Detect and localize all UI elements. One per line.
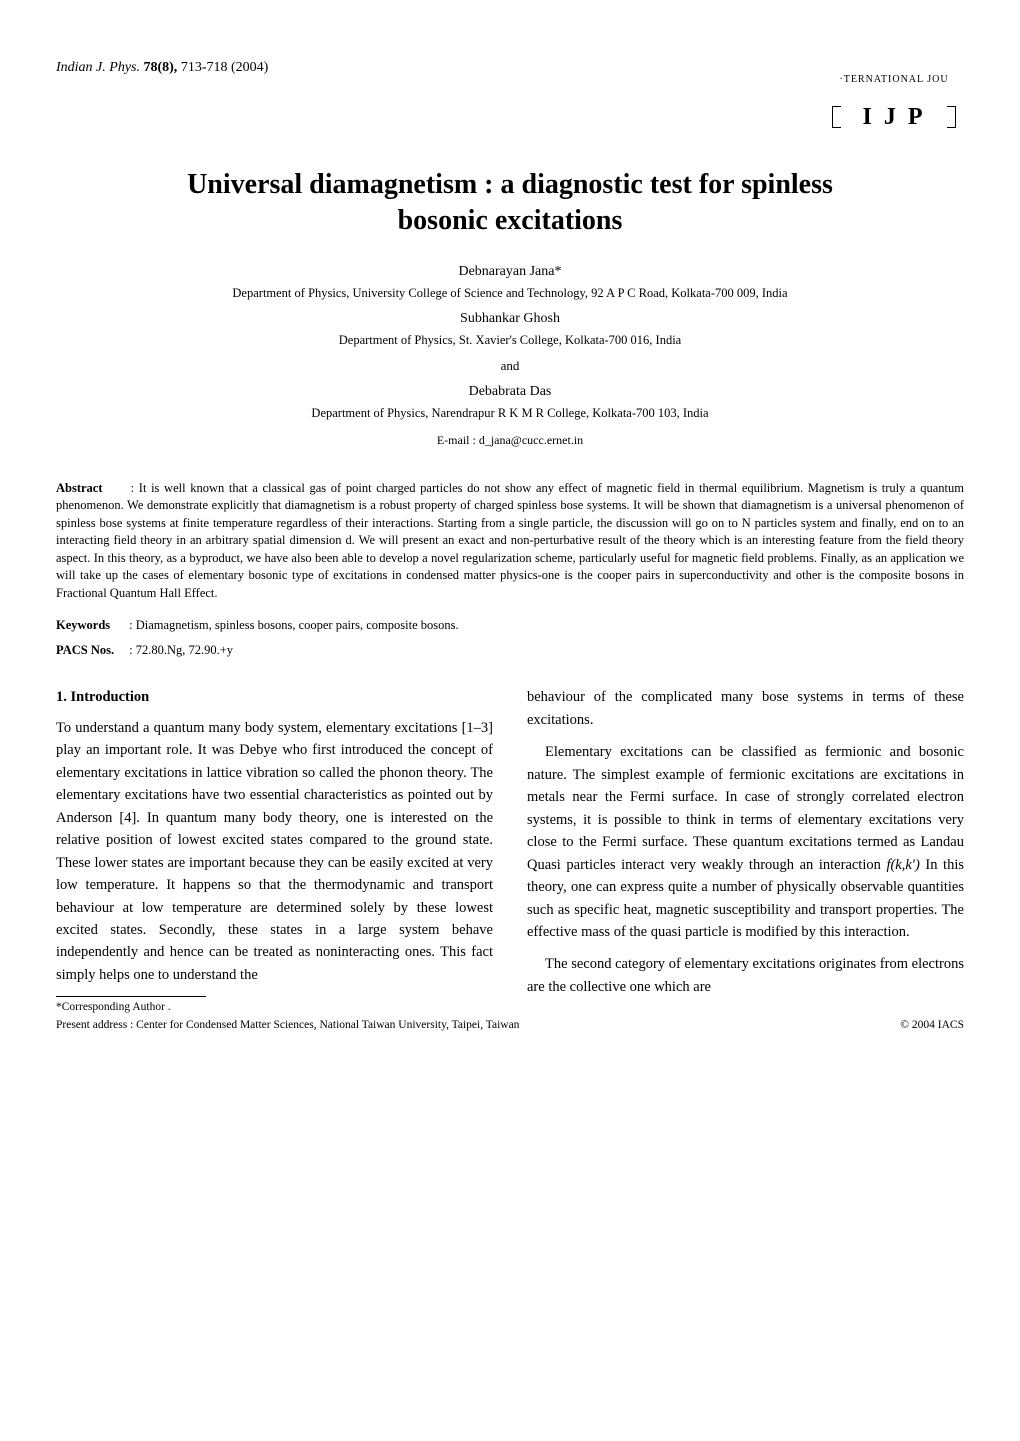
author-2-name: Subhankar Ghosh [56, 311, 964, 327]
logo-center-text: I J P [824, 104, 964, 131]
pacs-block: PACS Nos. : 72.80.Ng, 72.90.+y [56, 643, 964, 658]
body-columns: 1. Introduction To understand a quantum … [56, 686, 964, 1017]
volume: 78(8), [143, 60, 177, 75]
author-3-name: Debabrata Das [56, 384, 964, 400]
author-1-name: Debnarayan Jana* [56, 264, 964, 280]
right-paragraph-0: behaviour of the complicated many bose s… [527, 686, 964, 731]
left-paragraph-1: To understand a quantum many body system… [56, 717, 493, 987]
author-3-affiliation: Department of Physics, Narendrapur R K M… [56, 406, 964, 421]
journal-name: Indian J. Phys. [56, 60, 140, 75]
right-column: behaviour of the complicated many bose s… [527, 686, 964, 1017]
paper-title: Universal diamagnetism : a diagnostic te… [176, 167, 844, 240]
footnote-present-address: Present address : Center for Condensed M… [56, 1019, 519, 1031]
ijp-logo: ·TERNATIONAL JOU I J P [824, 74, 964, 144]
keywords-text: : Diamagnetism, spinless bosons, cooper … [129, 618, 458, 632]
section-1-heading: 1. Introduction [56, 686, 493, 708]
left-column: 1. Introduction To understand a quantum … [56, 686, 493, 1017]
pages-year: 713-718 (2004) [181, 60, 269, 75]
journal-logo-wrap: ·TERNATIONAL JOU I J P [56, 74, 964, 149]
logo-arc-text: ·TERNATIONAL JOU [824, 74, 964, 85]
conjunction-and: and [56, 358, 964, 374]
keywords-label: Keywords [56, 618, 126, 633]
right-p1-part-a: Elementary excitations can be classified… [527, 744, 964, 872]
pacs-text: : 72.80.Ng, 72.90.+y [129, 643, 233, 657]
pacs-label: PACS Nos. [56, 643, 126, 658]
abstract-label: Abstract [56, 480, 126, 498]
footnote-separator [56, 996, 206, 997]
abstract-block: Abstract : It is well known that a class… [56, 480, 964, 603]
copyright: © 2004 IACS [900, 1019, 964, 1031]
interaction-function: f(k,k′) [886, 857, 919, 873]
keywords-block: Keywords : Diamagnetism, spinless bosons… [56, 618, 964, 633]
footer-row: Present address : Center for Condensed M… [56, 1019, 964, 1031]
footnote-corresponding: *Corresponding Author . [56, 999, 493, 1017]
corresponding-email: E-mail : d_jana@cucc.ernet.in [56, 433, 964, 448]
author-1-affiliation: Department of Physics, University Colleg… [56, 286, 964, 301]
right-paragraph-2: The second category of elementary excita… [527, 953, 964, 998]
right-paragraph-1: Elementary excitations can be classified… [527, 741, 964, 943]
abstract-text: : It is well known that a classical gas … [56, 481, 964, 600]
author-2-affiliation: Department of Physics, St. Xavier's Coll… [56, 333, 964, 348]
